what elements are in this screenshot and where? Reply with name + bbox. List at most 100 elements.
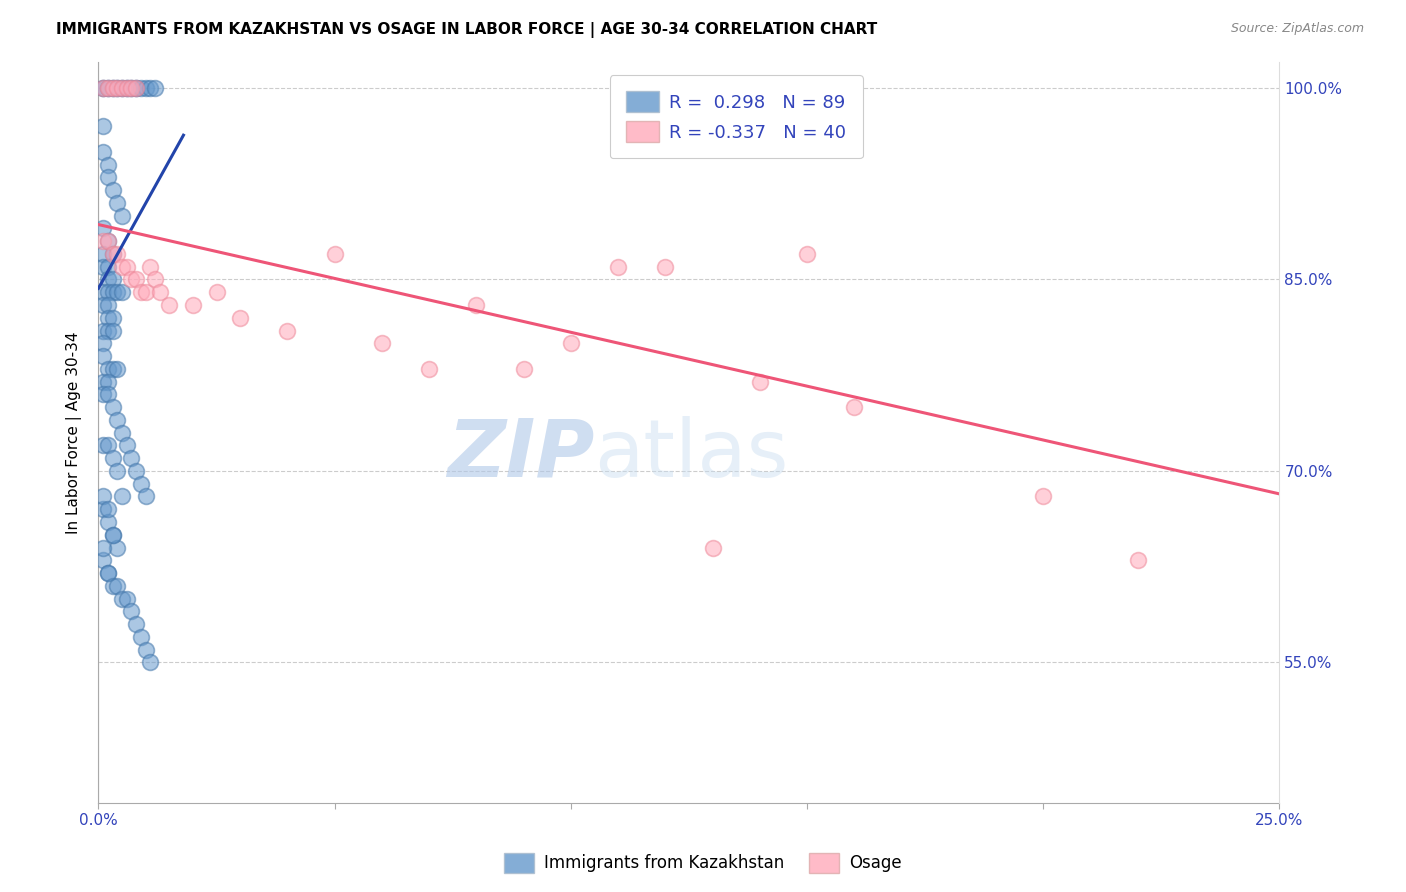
Point (1032, 490, 1054, 504)
Point (91, 81, 114, 95)
Point (97, 234, 120, 248)
Point (97, 438, 120, 452)
Point (101, 527, 124, 541)
Point (115, 438, 138, 452)
Point (105, 81, 128, 95)
Point (125, 81, 148, 95)
Point (91, 375, 114, 389)
Point (101, 81, 124, 95)
Text: IMMIGRANTS FROM KAZAKHSTAN VS OSAGE IN LABOR FORCE | AGE 30-34 CORRELATION CHART: IMMIGRANTS FROM KAZAKHSTAN VS OSAGE IN L… (56, 22, 877, 38)
Point (91, 260, 114, 274)
Point (101, 310, 124, 325)
Point (91, 247, 114, 261)
Point (97, 260, 120, 274)
Point (139, 260, 162, 274)
Point (97, 170, 120, 185)
Point (97, 387, 120, 401)
Point (105, 464, 128, 478)
Point (91, 81, 114, 95)
Point (121, 604, 143, 618)
Point (97, 375, 120, 389)
Point (276, 324, 298, 338)
Point (139, 656, 162, 670)
Point (97, 81, 120, 95)
Point (371, 336, 394, 351)
Point (91, 541, 114, 555)
Point (1126, 553, 1149, 567)
Point (157, 298, 180, 312)
Point (125, 272, 148, 286)
Point (101, 247, 124, 261)
Point (125, 617, 148, 632)
Point (105, 413, 128, 427)
Point (97, 285, 120, 300)
Point (97, 515, 120, 529)
Point (149, 285, 172, 300)
Point (91, 221, 114, 235)
Point (129, 476, 152, 491)
Point (97, 272, 120, 286)
Point (111, 81, 134, 95)
Point (125, 81, 148, 95)
Point (111, 425, 134, 440)
Point (143, 81, 166, 95)
Point (115, 81, 138, 95)
Point (560, 336, 582, 351)
Point (105, 285, 128, 300)
Legend: Immigrants from Kazakhstan, Osage: Immigrants from Kazakhstan, Osage (498, 847, 908, 880)
Point (323, 247, 346, 261)
Point (111, 591, 134, 606)
Point (229, 310, 252, 325)
Point (702, 541, 724, 555)
Point (101, 579, 124, 593)
Point (139, 81, 162, 95)
Point (205, 285, 228, 300)
Point (91, 502, 114, 516)
Point (91, 285, 114, 300)
Point (105, 247, 128, 261)
Text: ZIP: ZIP (447, 416, 595, 494)
Y-axis label: In Labor Force | Age 30-34: In Labor Force | Age 30-34 (66, 331, 83, 534)
Point (105, 81, 128, 95)
Point (101, 183, 124, 197)
Point (181, 298, 204, 312)
Point (91, 120, 114, 134)
Legend: R =  0.298   N = 89, R = -0.337   N = 40: R = 0.298 N = 89, R = -0.337 N = 40 (610, 75, 863, 159)
Point (111, 209, 134, 223)
Point (91, 490, 114, 504)
Point (97, 566, 120, 580)
Point (111, 81, 134, 95)
Point (748, 375, 770, 389)
Point (129, 630, 152, 644)
Point (91, 81, 114, 95)
Point (91, 324, 114, 338)
Point (101, 81, 124, 95)
Point (129, 285, 152, 300)
Text: Source: ZipAtlas.com: Source: ZipAtlas.com (1230, 22, 1364, 36)
Point (111, 260, 134, 274)
Point (121, 272, 143, 286)
Point (111, 285, 134, 300)
Point (129, 81, 152, 95)
Point (121, 81, 143, 95)
Point (105, 81, 128, 95)
Point (101, 400, 124, 414)
Point (91, 438, 114, 452)
Point (121, 81, 143, 95)
Point (97, 566, 120, 580)
Point (844, 400, 866, 414)
Point (101, 451, 124, 466)
Point (115, 81, 138, 95)
Point (105, 361, 128, 376)
Point (97, 81, 120, 95)
Point (143, 272, 166, 286)
Point (97, 298, 120, 312)
Point (97, 234, 120, 248)
Point (101, 361, 124, 376)
Point (135, 642, 157, 657)
Point (105, 195, 128, 210)
Point (135, 490, 157, 504)
Point (101, 81, 124, 95)
Point (97, 310, 120, 325)
Point (121, 451, 143, 466)
